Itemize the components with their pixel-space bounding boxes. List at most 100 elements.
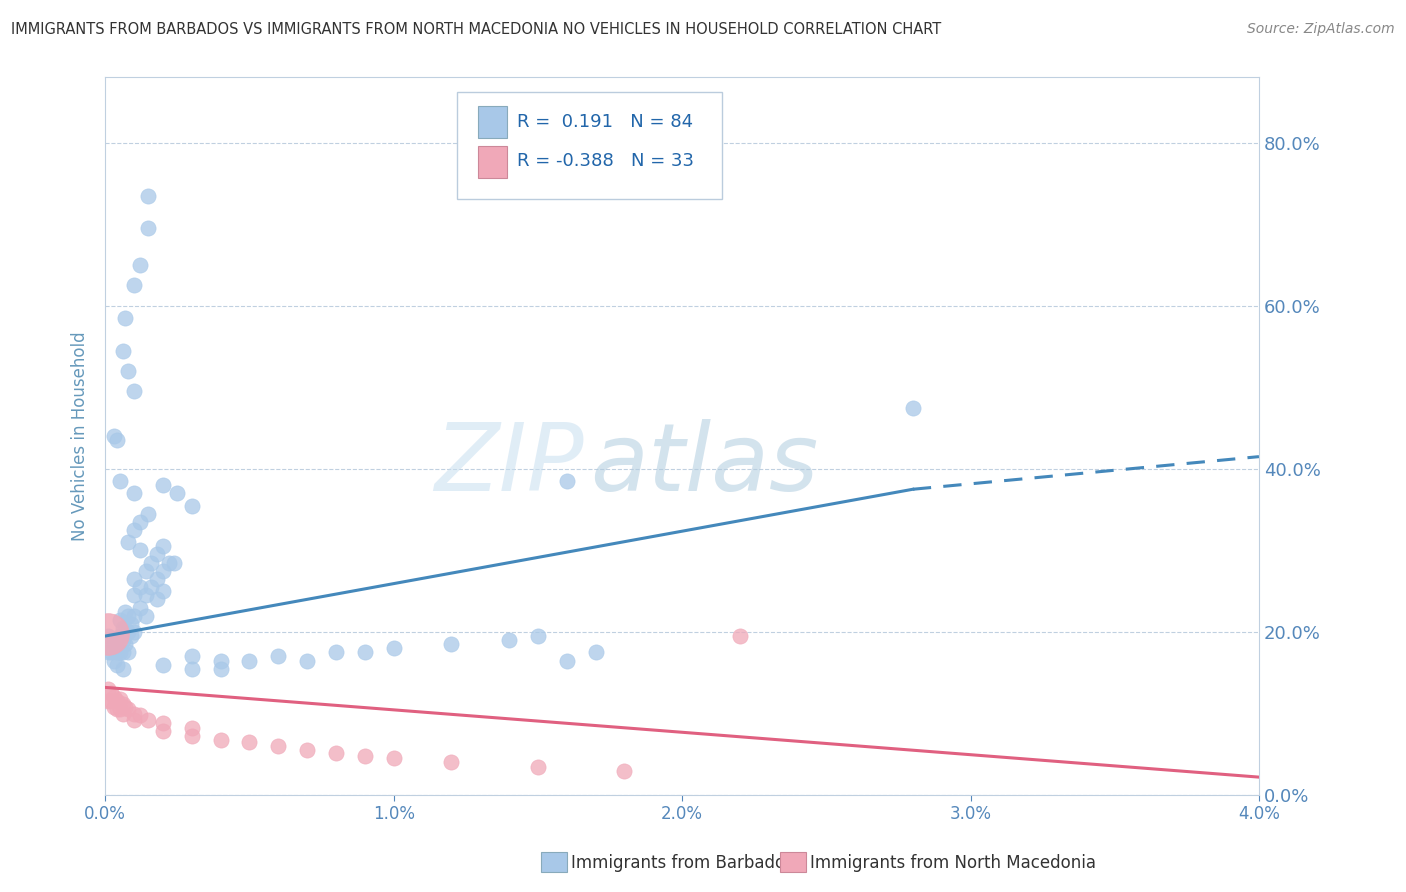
Point — [105, 657, 128, 672]
Point — [180, 730, 202, 744]
Point — [97, 681, 120, 696]
Point — [122, 713, 145, 727]
Point — [114, 637, 136, 651]
Point — [138, 507, 160, 521]
Point — [97, 629, 120, 643]
Point — [103, 700, 125, 714]
Point — [613, 764, 636, 778]
Point — [141, 580, 163, 594]
FancyBboxPatch shape — [478, 106, 506, 138]
Point — [128, 600, 150, 615]
Point — [180, 649, 202, 664]
Point — [138, 713, 160, 727]
Point — [108, 474, 131, 488]
Point — [128, 580, 150, 594]
Point — [122, 486, 145, 500]
Point — [527, 629, 550, 643]
Point — [238, 653, 260, 667]
Point — [128, 515, 150, 529]
Point — [100, 645, 122, 659]
Point — [111, 343, 134, 358]
Point — [138, 188, 160, 202]
Point — [103, 637, 125, 651]
Point — [135, 564, 157, 578]
Point — [135, 588, 157, 602]
Point — [440, 756, 463, 770]
Point — [157, 556, 180, 570]
Point — [122, 572, 145, 586]
Point — [122, 624, 145, 639]
Point — [209, 653, 232, 667]
Point — [114, 311, 136, 326]
Point — [382, 751, 405, 765]
Point — [114, 605, 136, 619]
Point — [498, 633, 520, 648]
Point — [901, 401, 924, 415]
Point — [97, 645, 120, 659]
Text: atlas: atlas — [589, 419, 818, 510]
Point — [267, 739, 290, 753]
Point — [105, 694, 128, 708]
Point — [555, 474, 578, 488]
Text: Source: ZipAtlas.com: Source: ZipAtlas.com — [1247, 22, 1395, 37]
Point — [353, 748, 375, 763]
Point — [138, 221, 160, 235]
Point — [103, 690, 125, 705]
Point — [440, 637, 463, 651]
Point — [108, 691, 131, 706]
Point — [146, 592, 169, 607]
Point — [105, 702, 128, 716]
Point — [295, 653, 318, 667]
Text: Immigrants from Barbados: Immigrants from Barbados — [571, 854, 794, 871]
Point — [163, 556, 186, 570]
Point — [122, 608, 145, 623]
Point — [382, 641, 405, 656]
Point — [135, 608, 157, 623]
Point — [111, 706, 134, 721]
Point — [105, 633, 128, 648]
Point — [120, 616, 142, 631]
Point — [122, 278, 145, 293]
Point — [114, 700, 136, 714]
Point — [585, 645, 607, 659]
FancyBboxPatch shape — [457, 92, 723, 200]
Point — [100, 686, 122, 700]
Point — [267, 649, 290, 664]
Point — [325, 645, 347, 659]
Point — [180, 662, 202, 676]
Point — [103, 429, 125, 443]
Point — [152, 564, 174, 578]
Point — [146, 572, 169, 586]
Point — [152, 657, 174, 672]
Point — [238, 735, 260, 749]
Point — [100, 633, 122, 648]
Point — [555, 653, 578, 667]
Point — [117, 535, 139, 549]
Point — [325, 746, 347, 760]
Text: Immigrants from North Macedonia: Immigrants from North Macedonia — [810, 854, 1095, 871]
Point — [97, 626, 120, 640]
Point — [122, 523, 145, 537]
Point — [111, 633, 134, 648]
Point — [152, 584, 174, 599]
Point — [111, 645, 134, 659]
Point — [122, 384, 145, 399]
Point — [103, 653, 125, 667]
Point — [114, 621, 136, 635]
Point — [166, 486, 188, 500]
Point — [117, 364, 139, 378]
Point — [128, 543, 150, 558]
Point — [152, 478, 174, 492]
Point — [728, 629, 751, 643]
Point — [209, 732, 232, 747]
Point — [111, 697, 134, 711]
Point — [152, 539, 174, 553]
Point — [180, 499, 202, 513]
Point — [108, 629, 131, 643]
Point — [105, 434, 128, 448]
Point — [122, 706, 145, 721]
Point — [120, 629, 142, 643]
Point — [117, 645, 139, 659]
Point — [111, 662, 134, 676]
Text: R = -0.388   N = 33: R = -0.388 N = 33 — [517, 153, 695, 170]
